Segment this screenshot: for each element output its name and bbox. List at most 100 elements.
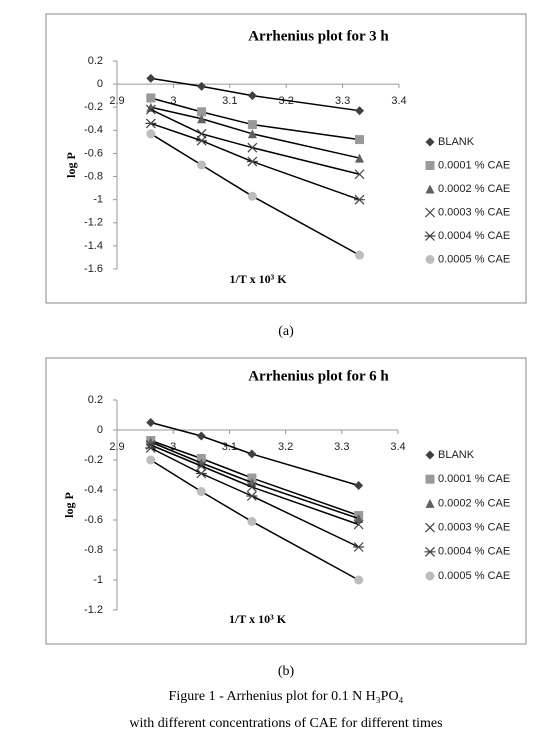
x-tick-label: 3.1 <box>222 95 237 107</box>
data-point <box>196 135 208 146</box>
marker-shape <box>425 498 435 508</box>
data-point <box>196 431 206 441</box>
x-tick-label: 3 <box>170 95 176 107</box>
x-tick-label: 3.4 <box>391 95 406 107</box>
series-line <box>150 133 360 256</box>
marker-shape <box>196 431 206 441</box>
legend-marker <box>425 450 435 460</box>
y-tick-label: -1.2 <box>84 217 103 229</box>
y-tick-label: -0.4 <box>84 124 103 136</box>
marker-shape <box>353 519 364 530</box>
y-tick-label: -1 <box>93 194 103 206</box>
marker-shape <box>146 437 156 447</box>
x-axis-title: 1/T x 10³ K <box>229 272 287 286</box>
marker-shape <box>355 106 365 116</box>
legend-label: 0.0004 % CAE <box>438 546 510 558</box>
panel-label: (a) <box>278 324 294 339</box>
legend-marker <box>425 522 435 533</box>
marker-shape <box>425 207 435 218</box>
marker-shape <box>355 250 365 260</box>
y-tick-label: -0.4 <box>84 484 103 496</box>
legend-marker <box>425 474 435 484</box>
marker-shape <box>354 575 364 585</box>
x-tick-label: 2.9 <box>109 95 124 107</box>
y-tick-label: -1.6 <box>84 263 103 275</box>
marker-shape <box>146 129 156 139</box>
marker-shape <box>355 135 365 145</box>
y-tick-label: -0.2 <box>84 101 103 113</box>
caption: Figure 1 - Arrhenius plot for 0.1 N H₃PO… <box>169 689 404 704</box>
marker-shape <box>425 522 435 533</box>
marker-shape <box>247 129 257 139</box>
marker-shape <box>425 184 435 194</box>
legend-label: BLANK <box>438 449 475 461</box>
data-point <box>197 107 207 117</box>
legend-label: 0.0004 % CAE <box>438 230 510 242</box>
panel-label: (b) <box>278 664 295 679</box>
marker-shape <box>196 461 207 471</box>
data-point <box>354 481 364 490</box>
data-point <box>197 160 207 170</box>
chart-frame <box>45 13 527 304</box>
legend-marker <box>425 161 435 170</box>
marker-shape <box>425 571 435 581</box>
series-line <box>150 447 359 548</box>
data-point <box>195 468 207 479</box>
series-line <box>150 106 360 159</box>
legend-marker <box>424 231 436 241</box>
marker-shape <box>146 102 156 112</box>
marker-shape <box>247 517 257 526</box>
data-point <box>146 437 156 447</box>
data-point <box>145 104 156 115</box>
data-point <box>354 514 364 523</box>
marker-shape <box>146 418 156 427</box>
legend-label: 0.0005 % CAE <box>438 570 510 582</box>
marker-shape <box>425 450 435 460</box>
legend-marker <box>425 207 435 218</box>
x-axis-title: 1/T x 10³ K <box>229 612 287 626</box>
data-point <box>196 128 207 139</box>
y-axis-title: log P <box>62 492 76 518</box>
x-tick-label: 3.1 <box>222 441 237 453</box>
data-point <box>355 153 365 163</box>
data-point <box>247 129 257 139</box>
marker-shape <box>354 169 365 180</box>
y-tick-label: 0.2 <box>88 55 103 67</box>
y-tick-label: -0.8 <box>84 544 103 556</box>
data-point <box>355 250 365 260</box>
marker-shape <box>247 142 258 153</box>
marker-shape <box>425 255 435 264</box>
marker-shape <box>246 491 258 501</box>
data-point <box>146 418 156 427</box>
marker-shape <box>197 81 207 91</box>
marker-shape <box>247 120 257 130</box>
data-point <box>354 575 364 585</box>
chart-title: Arrhenius plot for 3 h <box>248 28 389 44</box>
y-tick-label: -0.6 <box>84 514 103 526</box>
data-point <box>247 91 257 101</box>
series-line <box>150 77 360 112</box>
y-tick-label: -0.8 <box>84 170 103 182</box>
x-tick-label: 3.4 <box>390 441 405 453</box>
marker-shape <box>424 546 436 557</box>
data-point <box>146 129 156 139</box>
data-point <box>246 156 258 167</box>
data-point <box>247 191 257 201</box>
marker-shape <box>197 114 207 124</box>
chart-frame <box>45 357 527 645</box>
chart-title: Arrhenius plot for 6 h <box>248 368 389 384</box>
legend-marker <box>425 137 435 147</box>
marker-shape <box>247 91 257 101</box>
marker-shape <box>246 482 257 492</box>
data-point <box>247 449 257 459</box>
marker-shape <box>196 128 207 139</box>
series-line <box>150 97 360 141</box>
marker-shape <box>247 449 257 459</box>
y-tick-label: 0.2 <box>88 394 103 406</box>
x-tick-label: 3.3 <box>335 95 350 107</box>
data-point <box>354 194 366 205</box>
series-line <box>150 122 360 201</box>
marker-shape <box>353 542 365 552</box>
marker-shape <box>145 443 157 453</box>
